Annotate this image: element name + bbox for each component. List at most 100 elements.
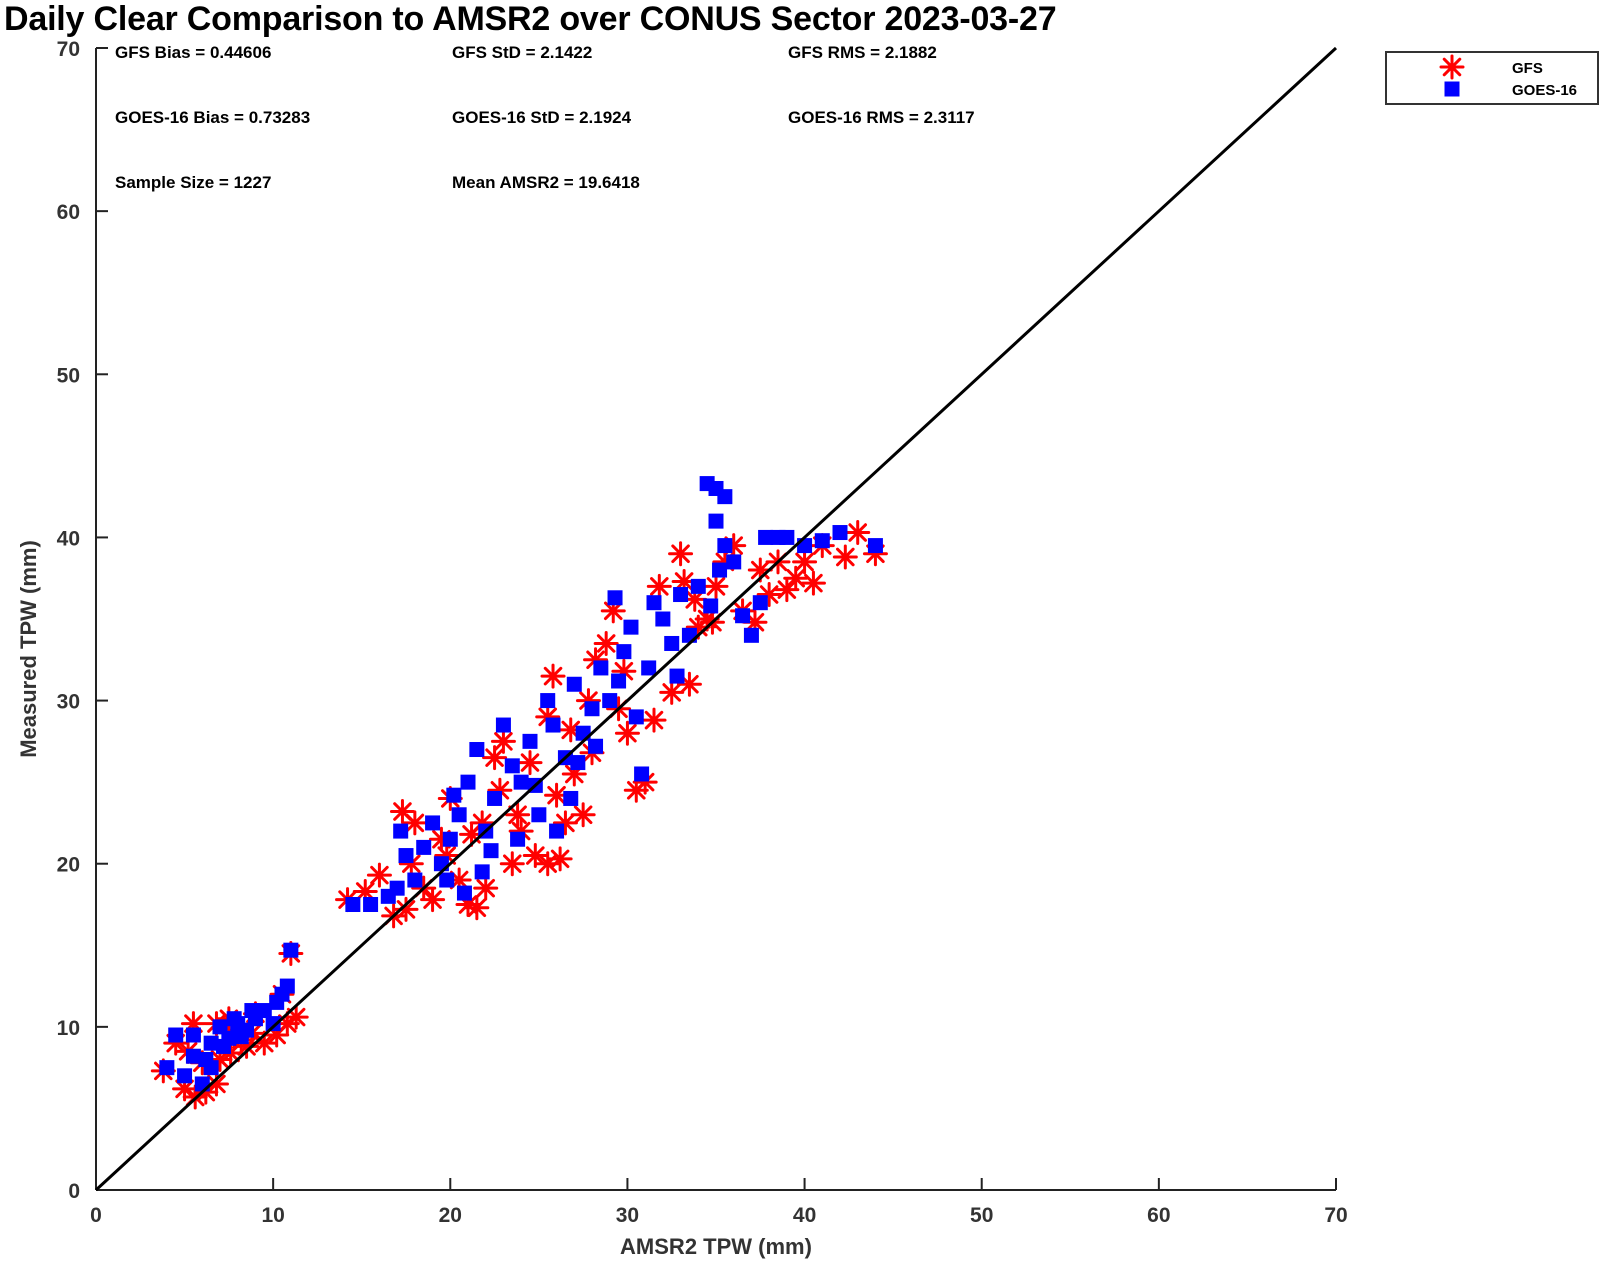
y-tick-label: 50 (57, 364, 80, 387)
goes-16-point (510, 831, 526, 847)
gfs-point (402, 810, 428, 836)
goes-16-point (628, 709, 644, 725)
goes-16-point (203, 1035, 219, 1051)
reference-line-group (94, 46, 1338, 1192)
goes-16-point (708, 513, 724, 529)
y-tick-label: 60 (57, 201, 80, 224)
goes-16-point (703, 598, 719, 614)
gfs-point (641, 707, 667, 733)
goes-16-point (451, 807, 467, 823)
goes-16-point (522, 733, 538, 749)
gfs-point (499, 851, 525, 877)
goes-16-point (570, 755, 586, 771)
legend-gfs-marker (1439, 54, 1465, 80)
x-tick-label: 60 (1147, 1204, 1170, 1227)
gfs-point (540, 663, 566, 689)
x-tick-label: 40 (793, 1204, 816, 1227)
goes-16-point (735, 608, 751, 624)
stats-annotations: GFS Bias = 0.44606 GFS StD = 2.1422 GFS RM… (115, 43, 975, 192)
y-tick-label: 20 (57, 854, 80, 877)
goes-16-point (226, 1011, 242, 1027)
gfs-point (473, 875, 499, 901)
x-tick-label: 30 (616, 1204, 639, 1227)
gfs-point (544, 782, 570, 808)
goes-16-point (393, 823, 409, 839)
goes-16-point (216, 1038, 232, 1054)
goes-16-point (439, 872, 455, 888)
goes-16-point (717, 538, 733, 554)
gfs-point (800, 570, 826, 596)
gfs-point (659, 679, 685, 705)
stat-annotation: GOES-16 StD = 2.1924 (452, 108, 632, 127)
goes-16-point (460, 774, 476, 790)
stat-annotation: GOES-16 RMS = 2.3117 (788, 108, 975, 127)
gfs-point (490, 728, 516, 754)
legend: GFS GOES-16 (1385, 51, 1599, 105)
legend-label: GOES-16 (1512, 82, 1577, 99)
goes-16-point (664, 635, 680, 651)
gfs-point (792, 549, 818, 575)
y-axis-title: Measured TPW (mm) (16, 540, 41, 758)
goes-16-point (469, 742, 485, 758)
goes-16-point (540, 693, 556, 709)
goes-16-point (623, 619, 639, 635)
goes-16-point (487, 790, 503, 806)
gfs-point (393, 896, 419, 922)
goes-16-point (483, 843, 499, 859)
goes-16-point (442, 831, 458, 847)
x-tick-label: 0 (90, 1204, 102, 1227)
goes-16-point (717, 489, 733, 505)
gfs-point (420, 887, 446, 913)
goes-16-point (566, 676, 582, 692)
goes-16-point (168, 1027, 184, 1043)
gfs-point (482, 745, 508, 771)
goes-16-point (611, 673, 627, 689)
legend-box (1385, 51, 1599, 105)
goes-16-point (549, 823, 565, 839)
goes-16-point (212, 1019, 228, 1035)
goes-16-point (758, 529, 774, 545)
gfs-point (464, 895, 490, 921)
gfs-point (522, 843, 548, 869)
goes-16-point (416, 839, 432, 855)
gfs-point (703, 573, 729, 599)
goes-16-point (593, 660, 609, 676)
goes-16-point (446, 787, 462, 803)
gfs-point (283, 1004, 309, 1030)
legend-goes-16-marker (1444, 81, 1460, 97)
stat-annotation: Mean AMSR2 = 19.6418 (452, 173, 640, 192)
x-tick-label: 10 (261, 1204, 284, 1227)
goes-16-point (244, 1003, 260, 1019)
goes-16-point (474, 864, 490, 880)
gfs-point (646, 573, 672, 599)
gfs-point (614, 720, 640, 746)
goes-16-point (563, 790, 579, 806)
gfs-point (508, 818, 534, 844)
x-tick-label: 70 (1324, 1204, 1347, 1227)
goes-16-point (185, 1048, 201, 1064)
y-tick-label: 10 (57, 1017, 80, 1040)
goes-16-point (177, 1068, 193, 1084)
goes-16-point (814, 533, 830, 549)
goes-16-point (743, 627, 759, 643)
gfs-point (832, 544, 858, 570)
y-tick-label: 30 (57, 691, 80, 714)
goes-16-point (389, 880, 405, 896)
x-axis-title: AMSR2 TPW (mm) (620, 1234, 812, 1259)
goes-16-point (690, 578, 706, 594)
goes-16-point (159, 1060, 175, 1076)
gfs-point (366, 862, 392, 888)
goes-16-point (283, 942, 299, 958)
gfs-point (845, 520, 871, 546)
goes-16-point (185, 1027, 201, 1043)
gfs-point (517, 750, 543, 776)
gfs-point (505, 802, 531, 828)
gfs-point (668, 541, 694, 567)
goes-16-point (779, 529, 795, 545)
gfs-point (547, 846, 573, 872)
legend-label: GFS (1512, 60, 1543, 77)
goes-16-point (265, 1016, 281, 1032)
stat-annotation: Sample Size = 1227 (115, 173, 271, 192)
gfs-point (600, 598, 626, 624)
